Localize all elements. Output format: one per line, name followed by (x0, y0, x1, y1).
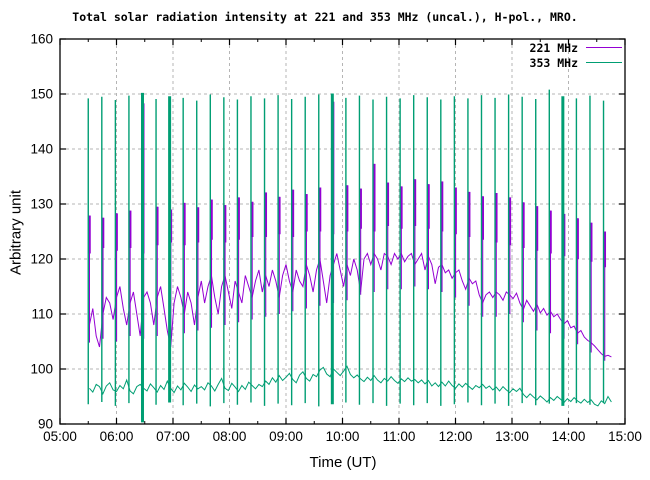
x-tick-label: 07:00 (156, 429, 190, 444)
x-tick-label: 10:00 (326, 429, 360, 444)
y-tick-label: 140 (30, 142, 53, 157)
y-tick-label: 100 (30, 362, 53, 377)
x-tick-label: 12:00 (439, 429, 473, 444)
legend-entry-353mhz: 353 MHz (530, 55, 622, 70)
chart-title: Total solar radiation intensity at 221 a… (72, 10, 578, 24)
gridlines (60, 39, 625, 424)
x-tick-label: 08:00 (213, 429, 247, 444)
legend-label-353mhz: 353 MHz (529, 55, 578, 70)
legend: 221 MHz 353 MHz (530, 40, 622, 70)
y-tick-label: 160 (30, 32, 53, 47)
x-tick-label: 11:00 (383, 429, 416, 444)
series-353mhz (87, 89, 612, 423)
x-tick-label: 15:00 (608, 429, 642, 444)
x-axis-label: Time (UT) (309, 454, 377, 471)
x-tick-label: 05:00 (43, 429, 77, 444)
x-tick-label: 09:00 (269, 429, 303, 444)
legend-line-sample-221mhz (586, 47, 622, 48)
y-axis-label: Arbitrary unit (7, 189, 25, 276)
legend-line-sample-353mhz (586, 62, 622, 63)
y-tick-label: 90 (38, 417, 53, 432)
x-tick-label: 06:00 (100, 429, 134, 444)
y-tick-label: 130 (30, 197, 53, 212)
legend-label-221mhz: 221 MHz (529, 40, 578, 55)
x-tick-label: 14:00 (552, 429, 586, 444)
y-tick-label: 110 (31, 307, 53, 322)
y-tick-label: 120 (30, 252, 53, 267)
axis-ticks: 05:00 06:00 07:00 08:00 09:00 10:00 11:00 12:00… (30, 32, 641, 445)
legend-entry-221mhz: 221 MHz (530, 40, 622, 55)
y-tick-label: 150 (30, 87, 53, 102)
x-tick-label: 13:00 (495, 429, 529, 444)
series-221mhz (88, 101, 612, 361)
